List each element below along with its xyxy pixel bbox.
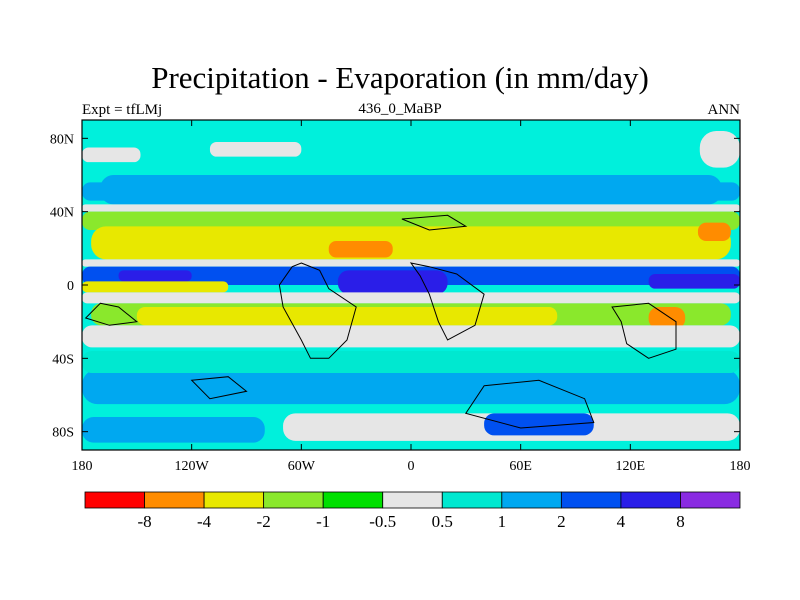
colorbar-label: -1 [316, 512, 330, 531]
colorbar: -8 -4 -2 -1 -0.5 0.5 1 2 4 8 [84, 491, 741, 531]
region-itcz-deep [118, 270, 192, 282]
region-south-gray-2 [82, 325, 740, 348]
colorbar-label: 2 [557, 512, 566, 531]
coastline-1 [409, 262, 485, 341]
colorbar-label: -8 [137, 512, 151, 531]
y-tick-label: 0 [67, 279, 74, 294]
x-tick-label: 180 [730, 459, 751, 474]
coastline-0 [278, 262, 357, 359]
chart-title: Precipitation - Evaporation (in mm/day) [151, 60, 649, 95]
colorbar-swatch [680, 491, 741, 509]
region-north-green-band [82, 211, 740, 230]
region-arctic-gray-mid [209, 142, 302, 157]
colorbar-swatch [441, 491, 503, 509]
colorbar-swatch [620, 491, 681, 509]
y-tick-label: 40N [50, 206, 74, 221]
region-equator-yellow-pac [82, 281, 229, 293]
season-label: ANN [707, 102, 741, 118]
coastline-3 [401, 214, 468, 231]
colorbar-label: -2 [257, 512, 271, 531]
y-tick-label: 80N [50, 132, 74, 147]
map-field [82, 120, 740, 450]
colorbar-swatch [203, 491, 265, 509]
x-tick-label: 120E [616, 459, 646, 474]
region-itcz-deep-east [337, 270, 448, 295]
axes: 180 120W 60W 0 60E 120E 180 80N 40N 0 40S 80S [50, 120, 751, 474]
coastline-5 [190, 376, 248, 400]
colorbar-label: 0.5 [432, 512, 453, 531]
region-north-subtropics-yellow [91, 226, 731, 260]
region-north-gray-band [82, 204, 740, 212]
region-north-dry-orange-east [697, 222, 731, 241]
colorbar-swatch [144, 491, 205, 509]
colorbar-swatch [84, 491, 145, 509]
region-antarctic-deep [484, 413, 594, 436]
colorbar-swatch [501, 491, 562, 509]
region-south-subtropics-yellow [136, 307, 558, 326]
colorbar-label: 8 [676, 512, 685, 531]
y-tick-label: 80S [52, 426, 74, 441]
region-arctic-gray-east [699, 131, 740, 168]
colorbar-label: -0.5 [369, 512, 396, 531]
region-itcz-deep-pacific [648, 274, 740, 289]
coastline-4 [464, 379, 595, 429]
region-southern-ocean-lightblue [82, 351, 740, 373]
x-tick-label: 0 [408, 459, 415, 474]
coastlines [84, 214, 677, 429]
y-tick-label: 40S [52, 352, 74, 367]
coastline-6 [84, 302, 139, 326]
colorbar-label: -4 [197, 512, 212, 531]
colorbar-swatch [322, 491, 384, 509]
region-storm-track-north-lightblue [100, 175, 722, 205]
x-tick-label: 180 [72, 459, 93, 474]
colorbar-swatch [263, 491, 324, 509]
x-tick-label: 120W [175, 459, 210, 474]
region-north-dry-orange [328, 241, 393, 258]
colorbar-swatch [560, 491, 622, 509]
period-label: 436_0_MaBP [358, 101, 442, 117]
region-arctic-gray-west [82, 147, 141, 163]
colorbar-swatch [382, 491, 443, 509]
region-antarctic-blue [82, 417, 265, 443]
colorbar-label: 1 [498, 512, 507, 531]
colorbar-label: 4 [617, 512, 626, 531]
x-tick-label: 60W [288, 459, 316, 474]
coastline-2 [611, 302, 677, 359]
region-south-gray [82, 292, 740, 304]
region-southern-ocean-blue [82, 369, 740, 405]
experiment-label: Expt = tfLMj [82, 102, 163, 118]
x-tick-label: 60E [509, 459, 532, 474]
